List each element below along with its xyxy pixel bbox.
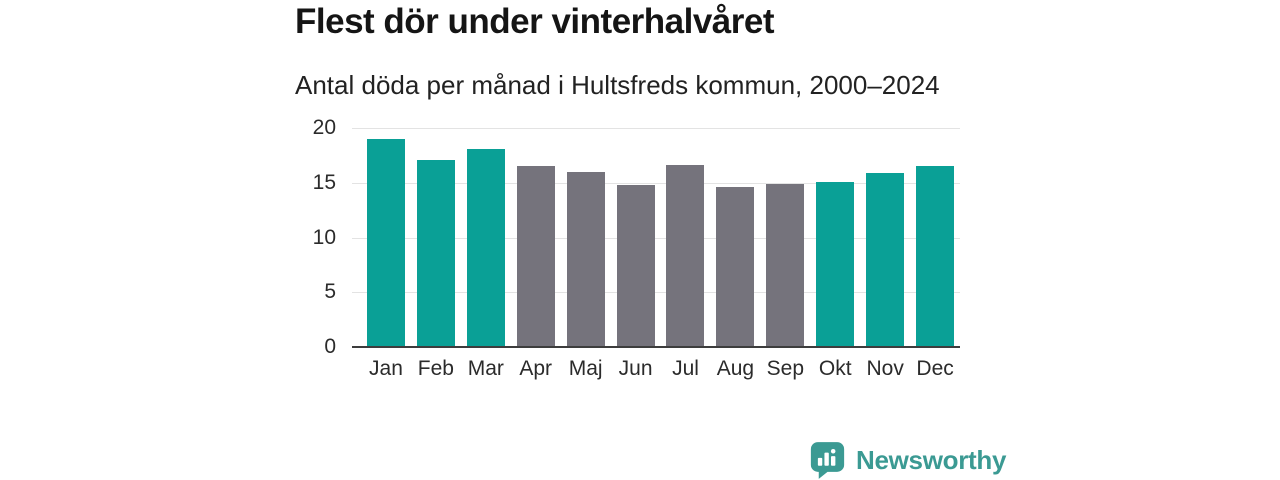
bar-mar bbox=[466, 148, 505, 347]
bar-sep bbox=[766, 183, 805, 347]
x-tick-label-jul: Jul bbox=[672, 357, 699, 380]
bar-nov bbox=[866, 172, 905, 347]
x-tick-label-nov: Nov bbox=[866, 357, 904, 380]
bar-feb bbox=[416, 159, 455, 347]
y-tick-label-20: 20 bbox=[312, 116, 336, 139]
bar-slot-apr bbox=[511, 128, 561, 347]
x-tick-label-dec: Dec bbox=[916, 357, 954, 380]
x-tick-label-aug: Aug bbox=[716, 357, 755, 380]
plot-area: 0 5 10 15 20 Jan Feb Mar Apr Maj Jun Jul Aug Sep Okt N… bbox=[313, 116, 960, 380]
bar-slot-mar bbox=[461, 128, 511, 347]
bar-slot-nov bbox=[860, 128, 910, 347]
x-tick-label-sep: Sep bbox=[766, 357, 805, 380]
bar-slot-okt bbox=[810, 128, 860, 347]
bar-slot-dec bbox=[910, 128, 960, 347]
x-tick-label-jan: Jan bbox=[369, 357, 403, 380]
bar-apr bbox=[516, 166, 555, 347]
newsworthy-logo-text: Newsworthy bbox=[856, 444, 1007, 475]
bar-slot-jan bbox=[361, 128, 411, 347]
x-tick-label-jun: Jun bbox=[618, 357, 653, 380]
bar-slot-maj bbox=[561, 128, 611, 347]
bar-maj bbox=[566, 171, 605, 347]
bar-dec bbox=[916, 166, 955, 347]
bar-aug bbox=[716, 187, 755, 347]
gridline-15 bbox=[352, 182, 960, 184]
x-tick-label-apr: Apr bbox=[519, 357, 553, 380]
bar-slot-jun bbox=[611, 128, 661, 347]
x-tick-label-mar: Mar bbox=[467, 357, 504, 380]
gridline-20 bbox=[352, 128, 960, 129]
bars-container bbox=[361, 128, 960, 347]
y-tick-label-0: 0 bbox=[324, 335, 336, 358]
bar-jul bbox=[666, 165, 705, 347]
bar-jan bbox=[366, 138, 405, 347]
x-tick-label-maj: Maj bbox=[568, 357, 603, 380]
bar-slot-feb bbox=[411, 128, 461, 347]
y-tick-label-15: 15 bbox=[312, 170, 336, 194]
x-tick-label-okt: Okt bbox=[818, 357, 852, 380]
bar-slot-sep bbox=[760, 128, 810, 347]
x-axis-line bbox=[352, 346, 960, 348]
bar-jun bbox=[616, 184, 655, 347]
chart-subtitle: Antal döda per månad i Hultsfreds kommun… bbox=[295, 70, 940, 100]
gridline-5 bbox=[352, 292, 960, 294]
bar-slot-aug bbox=[710, 128, 760, 347]
newsworthy-logo-icon bbox=[810, 442, 845, 479]
bar-okt bbox=[816, 181, 855, 347]
x-axis-labels: Jan Feb Mar Apr Maj Jun Jul Aug Sep Okt Nov Dec bbox=[361, 357, 960, 381]
x-tick-label-feb: Feb bbox=[417, 357, 454, 380]
chart-title: Flest dör under vinterhalvåret bbox=[295, 2, 775, 41]
y-tick-label-5: 5 bbox=[324, 280, 336, 304]
gridline-10 bbox=[352, 237, 960, 239]
y-axis-labels: 0 5 10 15 20 bbox=[292, 116, 344, 358]
branding: Newsworthy bbox=[810, 441, 1006, 479]
y-tick-label-10: 10 bbox=[312, 225, 336, 249]
bar-slot-jul bbox=[661, 128, 711, 347]
